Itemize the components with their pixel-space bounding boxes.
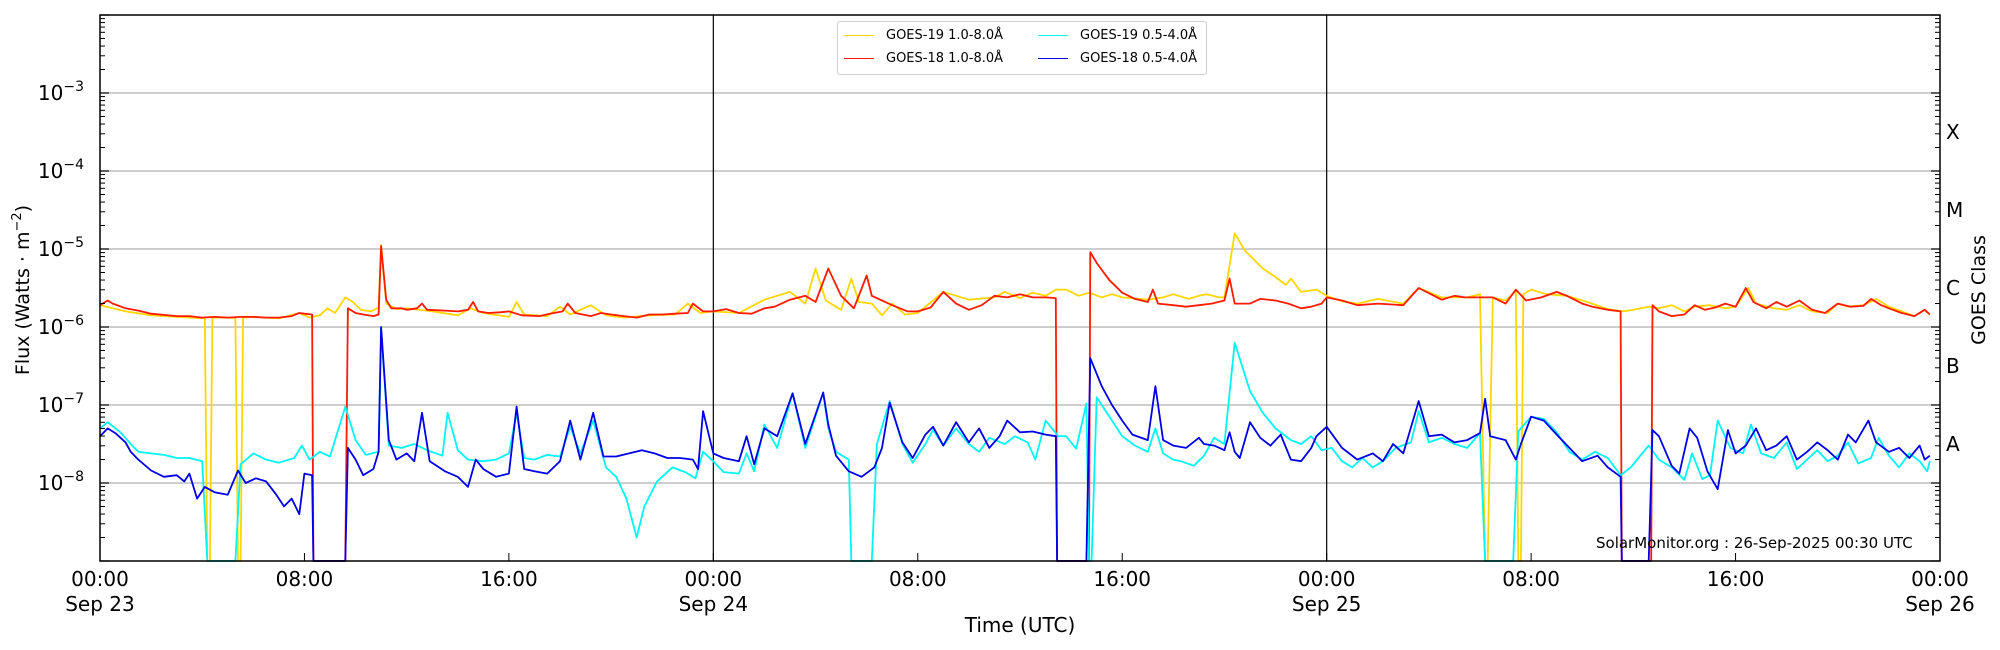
x-tick-date-label: Sep 24: [679, 592, 749, 616]
y-axis-label: Flux (Watts · m−2): [10, 205, 34, 375]
legend: GOES-19 1.0-8.0Å GOES-19 0.5-4.0Å GOES-1…: [837, 21, 1207, 75]
goes-class-axis-label: GOES Class: [1968, 235, 1990, 345]
x-tick-label: 00:00: [71, 567, 129, 591]
goes-class-labels: X M C B A: [1946, 120, 1963, 456]
legend-swatch: [1038, 35, 1068, 36]
x-tick-label: 00:00: [1911, 567, 1969, 591]
x-tick-label: 16:00: [1093, 567, 1151, 591]
series-line: [99, 232, 1931, 562]
series-line: [99, 245, 1931, 562]
legend-item-goes19-long: GOES-19 1.0-8.0Å: [844, 28, 1003, 43]
series-line: [99, 326, 1931, 562]
y-tick-label: 10−4: [38, 157, 84, 183]
y-tick-label: 10−6: [38, 313, 84, 339]
x-axis-label: Time (UTC): [964, 613, 1076, 637]
legend-label: GOES-18 1.0-8.0Å: [886, 51, 1004, 66]
goes-class-label: C: [1946, 276, 1960, 300]
x-tick-label: 08:00: [1502, 567, 1560, 591]
day-boundary-lines: [712, 15, 1328, 561]
legend-label: GOES-19 0.5-4.0Å: [1080, 28, 1198, 43]
timestamp-annotation: SolarMonitor.org : 26-Sep-2025 00:30 UTC: [1596, 534, 1913, 552]
legend-label: GOES-18 0.5-4.0Å: [1080, 51, 1198, 66]
legend-item-goes18-short: GOES-18 0.5-4.0Å: [1038, 51, 1197, 66]
goes-class-label: X: [1946, 120, 1960, 144]
legend-swatch: [844, 58, 874, 59]
y-tick-label: 10−3: [38, 79, 84, 105]
y-tick-label: 10−8: [38, 469, 84, 495]
y-tick-label: 10−7: [38, 391, 84, 417]
goes-class-label: B: [1946, 354, 1960, 378]
x-tick-label: 00:00: [1298, 567, 1356, 591]
plot-frame: [99, 14, 1941, 562]
grid-lines: [100, 92, 1940, 484]
data-series: [99, 232, 1931, 562]
legend-item-goes18-long: GOES-18 1.0-8.0Å: [844, 51, 1003, 66]
series-line: [99, 327, 1931, 562]
legend-item-goes19-short: GOES-19 0.5-4.0Å: [1038, 28, 1197, 43]
legend-swatch: [1038, 58, 1068, 59]
legend-swatch: [844, 35, 874, 36]
x-tick-label: 00:00: [685, 567, 743, 591]
x-tick-date-label: Sep 25: [1292, 592, 1362, 616]
x-tick-label: 08:00: [889, 567, 947, 591]
y-axis-ticks: 10−3 10−4 10−5 10−6 10−7 10−8: [38, 14, 1940, 562]
x-tick-label: 16:00: [1707, 567, 1765, 591]
goes-class-label: A: [1946, 432, 1960, 456]
x-tick-date-label: Sep 23: [65, 592, 135, 616]
x-tick-label: 08:00: [276, 567, 334, 591]
x-tick-date-label: Sep 26: [1905, 592, 1975, 616]
y-tick-label: 10−5: [38, 235, 84, 261]
goes-class-label: M: [1946, 198, 1963, 222]
legend-label: GOES-19 1.0-8.0Å: [886, 28, 1004, 43]
x-tick-label: 16:00: [480, 567, 538, 591]
